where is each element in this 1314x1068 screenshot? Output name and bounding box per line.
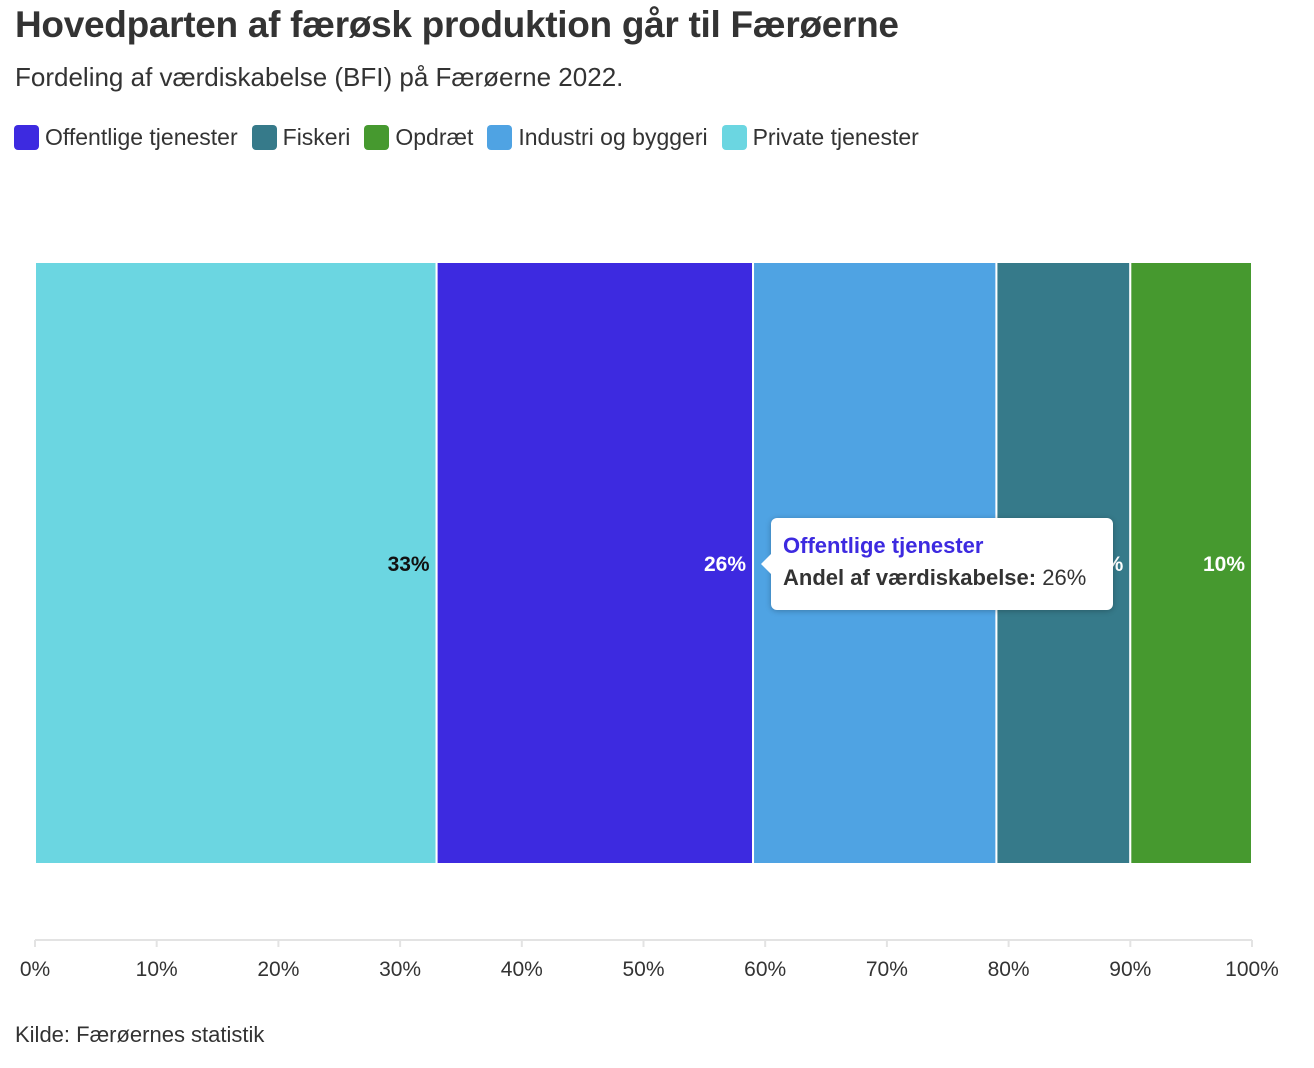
x-tick-label: 30%	[379, 958, 421, 981]
x-tick-label: 60%	[744, 958, 786, 981]
legend-item-industri-og-byggeri[interactable]: Industri og byggeri	[487, 124, 708, 151]
tooltip: Offentlige tjenester Andel af værdiskabe…	[761, 518, 1113, 610]
legend-label: Private tjenester	[752, 124, 919, 150]
legend: Offentlige tjenester Fiskeri Opdræt Indu…	[14, 124, 933, 151]
x-tick-label: 90%	[1109, 958, 1151, 981]
bar-segment-private-tjenester[interactable]	[34, 261, 438, 865]
bar-segment-opdraet[interactable]	[1129, 261, 1254, 865]
legend-item-opdraet[interactable]: Opdræt	[364, 124, 473, 151]
x-tick-label: 40%	[501, 958, 543, 981]
legend-swatch	[721, 125, 747, 150]
data-label-offentlige-tjenester: 26%	[704, 553, 746, 576]
x-tick-label: 70%	[866, 958, 908, 981]
chart-title: Hovedparten af færøsk produktion går til…	[15, 4, 899, 45]
chart-subtitle: Fordeling af værdiskabelse (BFI) på Færø…	[15, 62, 624, 92]
legend-swatch	[14, 125, 39, 150]
x-tick-label: 0%	[20, 958, 50, 981]
legend-item-fiskeri[interactable]: Fiskeri	[251, 124, 351, 151]
tooltip-metric: Andel af værdiskabelse: 26%	[783, 565, 1101, 591]
x-tick-label: 50%	[622, 958, 664, 981]
legend-label: Industri og byggeri	[518, 124, 708, 150]
legend-swatch	[251, 125, 277, 150]
tooltip-title: Offentlige tjenester	[783, 533, 984, 558]
tooltip-metric-label: Andel af værdiskabelse:	[783, 565, 1037, 590]
legend-swatch	[487, 125, 513, 150]
legend-label: Opdræt	[395, 124, 474, 150]
x-tick-label: 20%	[257, 958, 299, 981]
source-note: Kilde: Færøernes statistik	[15, 1022, 265, 1047]
bar-segment-offentlige-tjenester[interactable]	[435, 261, 755, 865]
data-label-opdraet: 10%	[1203, 553, 1245, 576]
legend-label: Offentlige tjenester	[45, 124, 238, 150]
tooltip-metric-value: 26%	[1042, 565, 1087, 590]
x-tick-label: 100%	[1225, 958, 1279, 981]
x-tick-label: 10%	[136, 958, 178, 981]
data-label-private-tjenester: 33%	[388, 553, 430, 576]
x-tick-label: 80%	[988, 958, 1030, 981]
legend-label: Fiskeri	[282, 124, 351, 150]
legend-swatch	[364, 125, 390, 150]
legend-item-private-tjenester[interactable]: Private tjenester	[721, 124, 919, 151]
legend-item-offentlige-tjenester[interactable]: Offentlige tjenester	[14, 124, 238, 151]
